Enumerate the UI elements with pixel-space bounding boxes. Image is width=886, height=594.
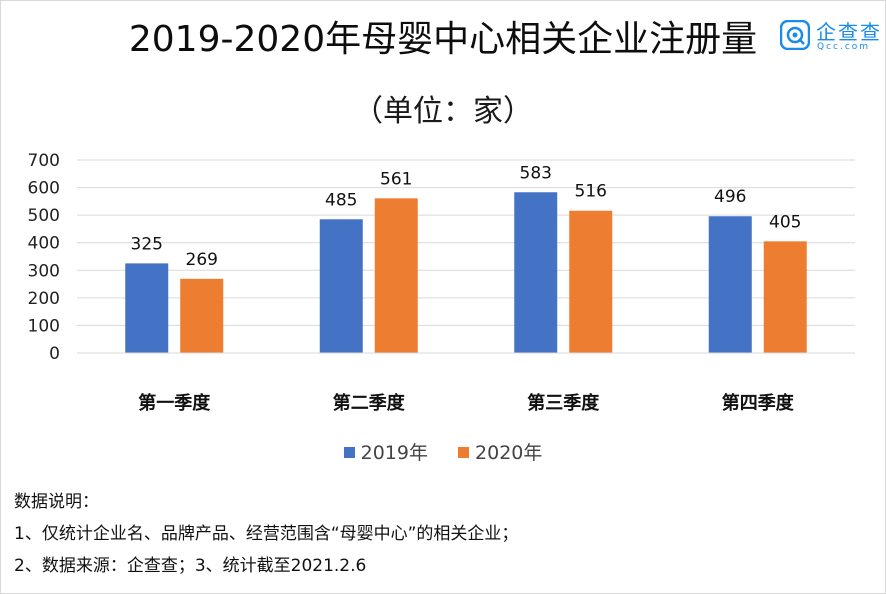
y-tick-label-0: 0	[49, 344, 60, 364]
chart-title: 2019-2020年母婴中心相关企业注册量	[128, 19, 758, 60]
bar-2020-q3	[569, 210, 613, 353]
logo-subtext: Qcc.com	[817, 42, 871, 52]
y-tick-label-100: 100	[28, 316, 60, 336]
y-tick-label-600: 600	[28, 179, 60, 199]
bar-chart: 0 100 200 300 400 500 600 700 325 269 第一季度 485 561 第二…	[28, 151, 855, 414]
y-tick-label-500: 500	[28, 206, 60, 226]
data-label-2020-q3: 516	[575, 182, 607, 202]
data-notes: 数据说明： 1、仅统计企业名、品牌产品、经营范围含“母婴中心”的相关企业； 2、…	[14, 486, 518, 582]
note-line-2: 2、数据来源：企查查；3、统计截至2021.2.6	[14, 556, 367, 576]
x-tick-label-q1: 第一季度	[138, 392, 211, 414]
data-label-2019-q4: 496	[714, 187, 746, 207]
legend-item-2020: 2020年	[458, 438, 542, 465]
y-tick-label-300: 300	[28, 261, 60, 281]
data-label-2020-q1: 269	[186, 250, 218, 270]
bar-2020-q4	[763, 241, 807, 353]
qcc-logo-icon	[780, 20, 810, 50]
y-tick-label-400: 400	[28, 234, 60, 254]
legend-item-2019: 2019年	[343, 438, 428, 465]
y-tick-label-200: 200	[28, 289, 60, 309]
legend-swatch-2020	[458, 447, 470, 458]
y-tick-label-700: 700	[28, 151, 60, 171]
legend: 2019年 2020年	[0, 438, 886, 465]
bar-2019-q4	[708, 216, 752, 353]
bar-2020-q1	[180, 278, 224, 353]
data-label-2020-q4: 405	[769, 212, 801, 232]
note-line-1: 1、仅统计企业名、品牌产品、经营范围含“母婴中心”的相关企业；	[14, 524, 519, 544]
data-label-2019-q2: 485	[325, 190, 357, 210]
bar-2019-q3	[514, 192, 558, 353]
legend-swatch-2019	[343, 447, 355, 458]
chart-subtitle: （单位：家）	[353, 94, 533, 129]
legend-label-2019: 2019年	[360, 442, 428, 464]
bar-2019-q1	[125, 263, 169, 353]
data-label-2019-q1: 325	[131, 234, 163, 254]
data-label-2019-q3: 583	[520, 163, 552, 183]
bar-2020-q2	[374, 198, 418, 353]
data-label-2020-q2: 561	[380, 169, 412, 189]
bar-2019-q2	[319, 219, 363, 353]
notes-heading: 数据说明：	[14, 492, 99, 512]
x-tick-label-q3: 第三季度	[527, 392, 600, 414]
brand-logo: 企查查 Qcc.com	[780, 16, 880, 60]
legend-label-2020: 2020年	[475, 442, 543, 464]
logo-name: 企查查	[816, 20, 882, 44]
x-tick-label-q2: 第二季度	[333, 392, 406, 414]
x-tick-label-q4: 第四季度	[722, 392, 795, 414]
